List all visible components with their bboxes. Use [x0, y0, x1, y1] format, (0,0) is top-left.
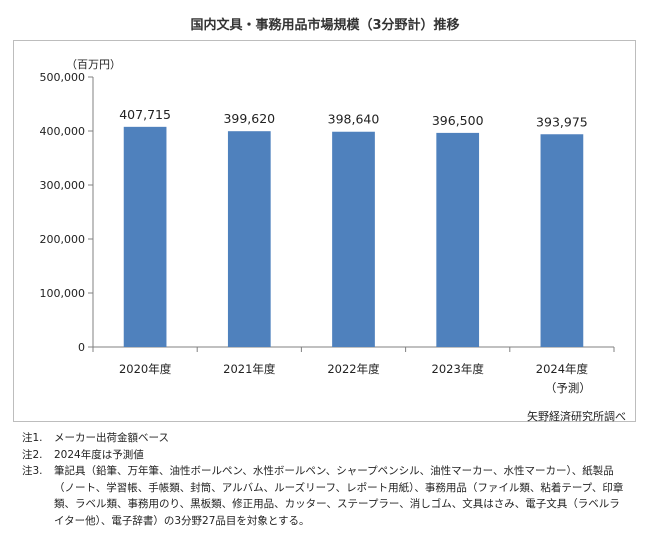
- data-label: 407,715: [119, 107, 171, 122]
- bar: [436, 132, 480, 347]
- notes: 注1. メーカー出荷金額ベース 注2. 2024年度は予測値 注3. 筆記具（鉛…: [22, 430, 628, 529]
- y-tick-label: 200,000: [40, 233, 86, 246]
- y-tick-label: 400,000: [40, 125, 86, 138]
- y-unit-label: （百万円）: [66, 58, 121, 71]
- x-tick-label: 2024年度: [536, 362, 589, 376]
- data-label: 399,620: [223, 111, 275, 126]
- note-2-text: 2024年度は予測値: [54, 448, 144, 461]
- x-tick-label: 2022年度: [327, 362, 380, 376]
- note-2: 注2. 2024年度は予測値: [22, 447, 628, 464]
- x-tick-label: 2021年度: [223, 362, 276, 376]
- chart-frame: （百万円） 0 100,000 200,000 300,000 400,000 500,00…: [13, 40, 636, 422]
- bar: [123, 126, 167, 348]
- note-1-label: 注1.: [22, 432, 43, 444]
- y-tick-label: 100,000: [40, 287, 86, 300]
- source-label: 矢野経済研究所調べ: [527, 410, 626, 423]
- bar: [332, 131, 375, 347]
- bar: [227, 131, 271, 347]
- note-2-label: 注2.: [22, 448, 43, 461]
- y-tick-label: 0: [78, 341, 85, 354]
- data-label: 393,975: [536, 114, 588, 129]
- y-tick-label: 300,000: [40, 179, 86, 192]
- note-1-text: メーカー出荷金額ベース: [54, 432, 169, 444]
- chart-title: 国内文具・事務用品市場規模（3分野計）推移: [190, 18, 460, 33]
- note-3-text: 筆記具（鉛筆、万年筆、油性ボールペン、水性ボールペン、シャープペンシル、油性マー…: [54, 465, 624, 527]
- x-tick-label: 2023年度: [432, 362, 485, 376]
- note-3-label: 注3.: [22, 465, 43, 477]
- y-tick-label: 500,000: [40, 71, 86, 84]
- data-label: 396,500: [432, 113, 484, 128]
- x-tick-label: 2020年度: [119, 362, 172, 376]
- x-tick-sublabel: （予測）: [545, 381, 591, 395]
- bar-chart: （百万円） 0 100,000 200,000 300,000 400,000 500,00…: [40, 58, 615, 395]
- bar: [540, 134, 584, 347]
- note-1: 注1. メーカー出荷金額ベース: [22, 430, 628, 447]
- note-3: 注3. 筆記具（鉛筆、万年筆、油性ボールペン、水性ボールペン、シャープペンシル、…: [22, 463, 628, 529]
- data-label: 398,640: [328, 112, 380, 127]
